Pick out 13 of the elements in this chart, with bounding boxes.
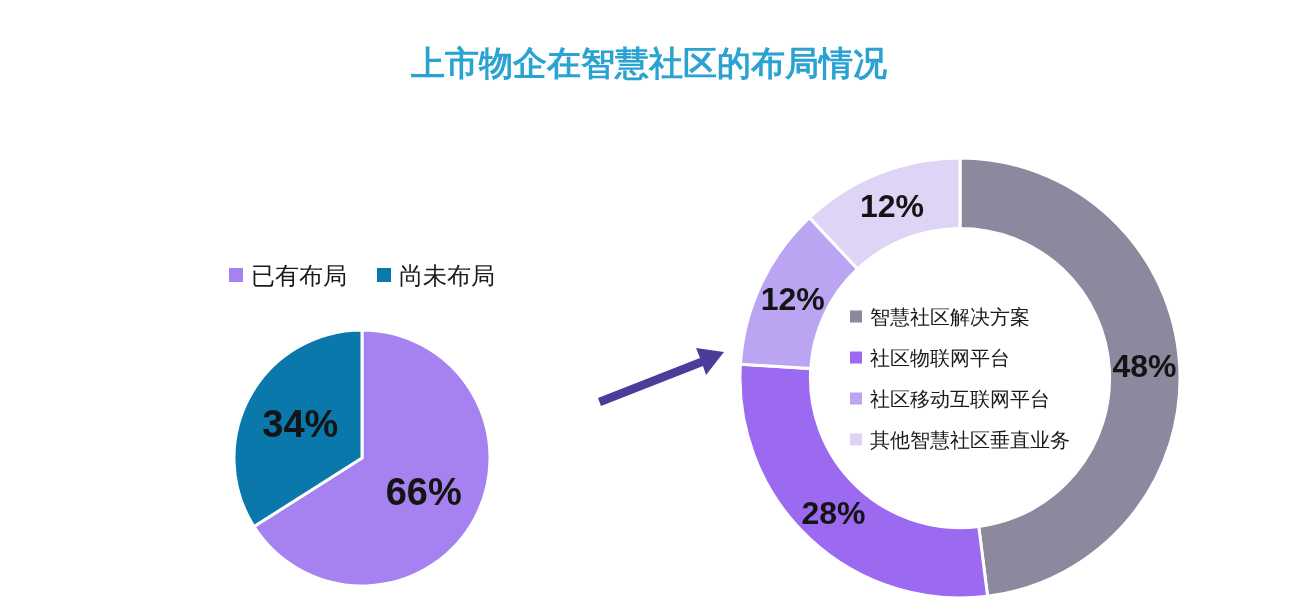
legend-label: 其他智慧社区垂直业务: [870, 428, 1070, 451]
data-label: 34%: [262, 403, 339, 446]
data-label: 28%: [801, 494, 866, 531]
data-label: 12%: [859, 188, 924, 225]
legend-label: 已有布局: [251, 261, 347, 289]
legend-label: 社区移动互联网平台: [870, 387, 1050, 410]
text: 上市物企在智慧社区的布局情况: [410, 44, 888, 82]
legend-label: 尚未布局: [399, 261, 495, 289]
data-label: 12%: [760, 281, 825, 318]
data-label: 66%: [385, 470, 462, 513]
legend-label: 社区物联网平台: [870, 346, 1010, 369]
data-label: 48%: [1112, 348, 1177, 385]
legend-label: 智慧社区解决方案: [870, 305, 1030, 328]
